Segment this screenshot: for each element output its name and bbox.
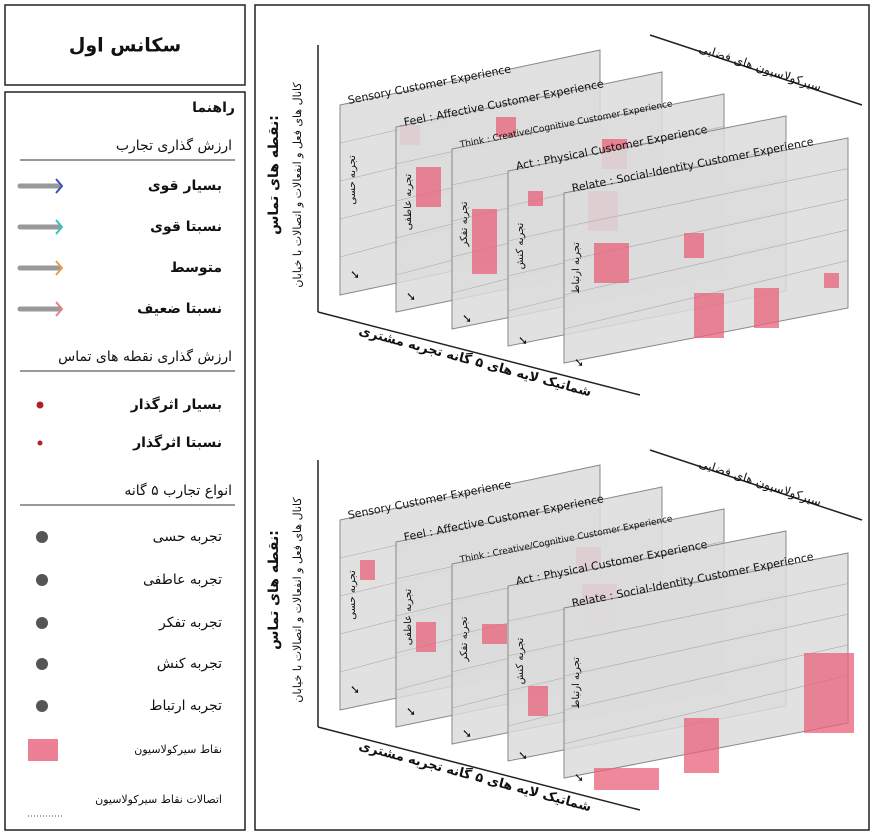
layer-arrow: ➘ — [350, 683, 360, 697]
legend-heading: ارزش گذاری تجارب — [116, 137, 232, 154]
legend-item: تجربه عاطفی — [143, 572, 222, 588]
circulation-point — [804, 653, 854, 733]
axis-y-sub: کانال های فعل و انفعالات و اتصالات با خی… — [291, 82, 304, 288]
circulation-point — [594, 768, 659, 790]
legend-item: نسبتا ضعیف — [137, 301, 222, 317]
legend-heading: ارزش گذاری نقطه های تماس — [58, 348, 232, 365]
legend-item: بسیار قوی — [148, 178, 222, 194]
layer-label: تجربه ارتباط — [571, 242, 582, 294]
legend-item: متوسط — [170, 260, 222, 276]
legend-item: بسیار اثرگذار — [130, 396, 222, 413]
experience-icon — [36, 574, 48, 586]
layer-arrow: ➘ — [462, 312, 472, 326]
axis-y-sub: کانال های فعل و انفعالات و اتصالات با خی… — [291, 497, 304, 703]
legend-item: اتصالات نقاط سیرکولاسیون — [95, 793, 222, 806]
layer-label: تجربه کنش — [515, 637, 526, 684]
sidebar-title: سکانس اول — [69, 35, 181, 57]
legend-heading: انواع تجارب ۵ گانه — [124, 482, 232, 499]
layer-arrow: ➘ — [350, 268, 360, 282]
experience-icon — [36, 617, 48, 629]
circulation-point — [694, 293, 724, 338]
circulation-point — [416, 167, 441, 207]
legend-item: تجربه تفکر — [158, 615, 222, 631]
legend-item: نسبتا قوی — [150, 219, 222, 235]
layer-label: تجربه تفکر — [459, 616, 470, 662]
layer-arrow: ➘ — [574, 356, 584, 370]
experience-icon — [36, 531, 48, 543]
layer-label: تجربه کنش — [515, 222, 526, 269]
axis-y-title: نقطه های تماس: — [266, 115, 282, 235]
layer-arrow: ➘ — [574, 771, 584, 785]
circulation-point — [472, 209, 497, 274]
circulation-point — [482, 624, 507, 644]
circulation-point — [684, 718, 719, 773]
experience-icon — [36, 658, 48, 670]
circulation-point — [684, 233, 704, 258]
layer-label: تجربه حسی — [347, 570, 358, 620]
star-icon — [38, 441, 43, 446]
axis-y-title: نقطه های تماس: — [266, 530, 282, 650]
circulation-point — [528, 191, 543, 206]
circulation-point — [528, 686, 548, 716]
legend-item: تجربه حسی — [153, 529, 222, 545]
layer-label: تجربه عاطفی — [403, 174, 414, 231]
layer-label: تجربه تفکر — [459, 201, 470, 247]
circulation-icon — [28, 739, 58, 761]
experience-icon — [36, 700, 48, 712]
circulation-point — [594, 243, 629, 283]
circulation-point — [360, 560, 375, 580]
layer-arrow: ➘ — [462, 727, 472, 741]
legend-box — [5, 92, 245, 830]
page: سکانس اول راهنما ارزش گذاری تجارب بسیار ق… — [0, 0, 874, 834]
legend-item: نسبتا اثرگذار — [132, 434, 222, 451]
layer-arrow: ➘ — [518, 334, 528, 348]
star-icon — [37, 402, 44, 409]
circulation-point — [416, 622, 436, 652]
circulation-point — [824, 273, 839, 288]
layer-label: تجربه حسی — [347, 155, 358, 205]
legend-item: نقاط سیرکولاسیون — [134, 743, 222, 756]
legend-item: تجربه ارتباط — [150, 698, 223, 714]
layer-arrow: ➘ — [406, 290, 416, 304]
legend-title: راهنما — [192, 100, 235, 116]
layer-label: تجربه عاطفی — [403, 589, 414, 646]
layer-arrow: ➘ — [518, 749, 528, 763]
circulation-point — [754, 288, 779, 328]
legend-item: تجربه کنش — [157, 656, 222, 672]
layer-arrow: ➘ — [406, 705, 416, 719]
layer-label: تجربه ارتباط — [571, 657, 582, 709]
